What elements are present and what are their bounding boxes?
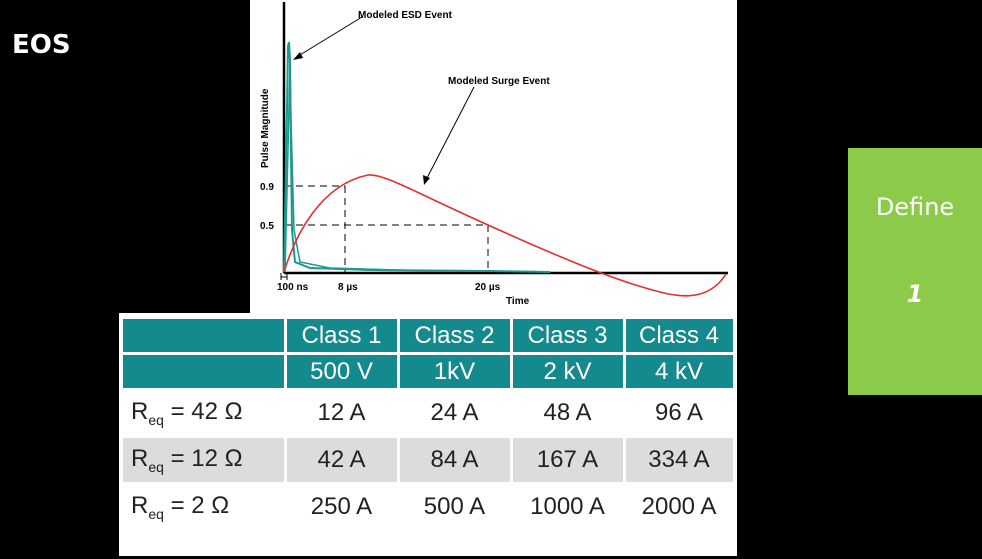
define-step-number: 1 — [906, 280, 924, 308]
table-cell: 24 A — [398, 389, 513, 438]
row-label: Req = 2 Ω — [123, 483, 287, 532]
header-class-1: Class 1 — [285, 319, 400, 355]
header-voltage-1: 500 V — [285, 353, 400, 391]
header-blank-cell-2 — [123, 353, 287, 391]
table-cell: 1000 A — [511, 483, 626, 532]
x-axis-label: Time — [506, 296, 530, 307]
table-cell: 96 A — [624, 389, 736, 438]
table-cell: 500 A — [398, 483, 513, 532]
table-cell: 48 A — [511, 389, 626, 438]
surge-arrow — [425, 86, 475, 181]
esd-event-label: Modeled ESD Event — [358, 10, 453, 21]
esd-pulse-curve-2 — [284, 61, 431, 273]
x-tick-8us: 8 µs — [338, 282, 358, 293]
header-voltage-3: 2 kV — [511, 353, 626, 391]
header-class-2: Class 2 — [398, 319, 513, 355]
table-cell: 2000 A — [624, 483, 736, 532]
table-row: Req = 42 Ω 12 A 24 A 48 A 96 A — [123, 389, 736, 438]
surge-event-label: Modeled Surge Event — [448, 76, 550, 87]
y-axis-label: Pulse Magnitude — [260, 88, 271, 168]
esd-arrowhead — [293, 52, 303, 60]
table-cell: 334 A — [624, 436, 736, 485]
surge-arrowhead — [423, 175, 430, 185]
row-label: Req = 12 Ω — [123, 436, 287, 485]
table-row: Req = 2 Ω 250 A 500 A 1000 A 2000 A — [123, 483, 736, 532]
table-cell: 167 A — [511, 436, 626, 485]
table-cell: 84 A — [398, 436, 513, 485]
table-cell: 12 A — [285, 389, 400, 438]
table-cell: 42 A — [285, 436, 400, 485]
x-tick-20us: 20 µs — [475, 282, 501, 293]
table-cell: 250 A — [285, 483, 400, 532]
slide-title: EOS — [12, 30, 71, 60]
x-tick-100ns: 100 ns — [277, 282, 309, 293]
surge-current-table-container: Class 1 Class 2 Class 3 Class 4 500 V 1k… — [119, 313, 737, 556]
surge-current-table: Class 1 Class 2 Class 3 Class 4 500 V 1k… — [123, 319, 736, 532]
header-class-3: Class 3 — [511, 319, 626, 355]
surge-pulse-curve — [283, 174, 727, 297]
header-row-voltage: 500 V 1kV 2 kV 4 kV — [123, 353, 736, 391]
table-row: Req = 12 Ω 42 A 84 A 167 A 334 A — [123, 436, 736, 485]
row-label: Req = 42 Ω — [123, 389, 287, 438]
surge-vs-esd-figure: Modeled ESD Event Modeled Surge Event Pu… — [250, 0, 737, 313]
header-voltage-4: 4 kV — [624, 353, 736, 391]
define-label: Define — [875, 193, 955, 221]
header-class-4: Class 4 — [624, 319, 736, 355]
define-step-box[interactable]: Define 1 — [848, 148, 982, 395]
esd-arrow — [294, 16, 363, 59]
header-row-class: Class 1 Class 2 Class 3 Class 4 — [123, 319, 736, 355]
y-tick-05: 0.5 — [260, 221, 274, 232]
header-blank-cell — [123, 319, 287, 355]
y-tick-09: 0.9 — [260, 182, 274, 193]
pulse-diagram: Modeled ESD Event Modeled Surge Event Pu… — [260, 2, 728, 307]
header-voltage-2: 1kV — [398, 353, 513, 391]
